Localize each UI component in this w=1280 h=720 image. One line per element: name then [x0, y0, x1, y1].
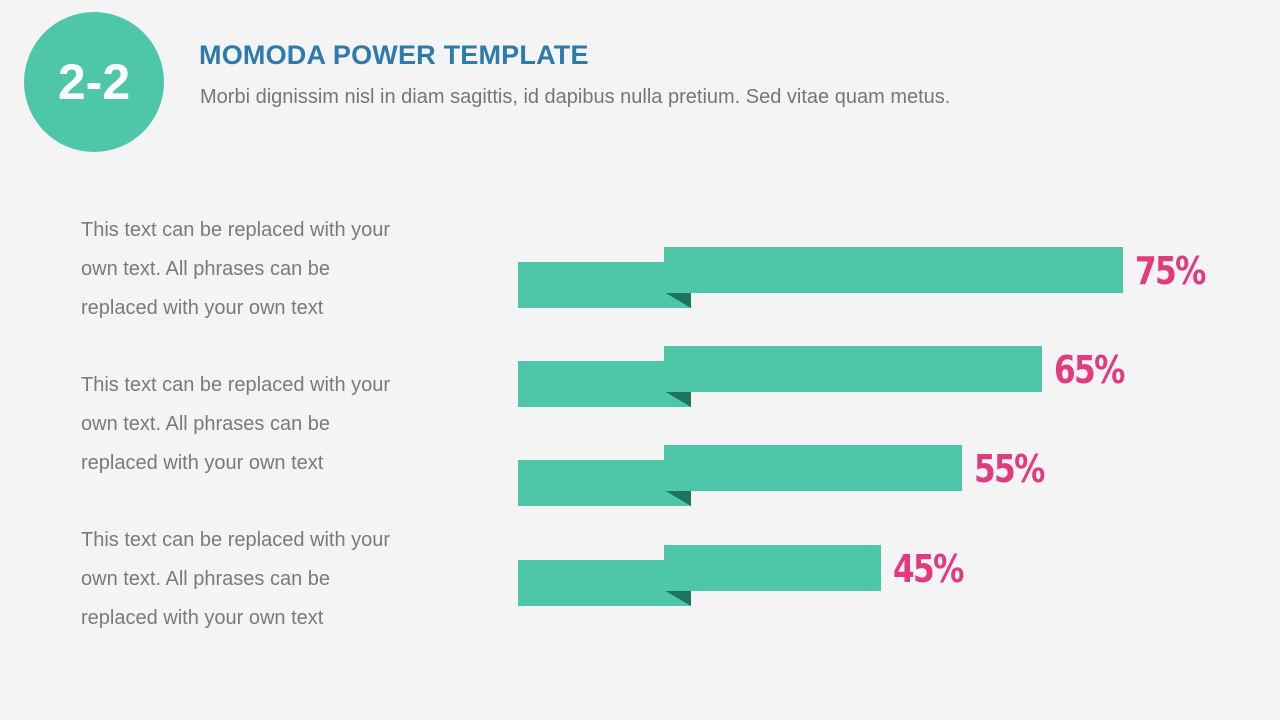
section-number-badge: 2-2	[24, 12, 164, 152]
ribbon-tail	[518, 560, 691, 606]
ribbon-tail	[518, 460, 691, 506]
progress-ribbon-bar	[664, 545, 881, 591]
progress-ribbon-bar	[664, 346, 1042, 392]
description-line: own text. All phrases can be	[81, 413, 331, 435]
ribbon-fold	[664, 490, 691, 506]
description-line: replaced with your own text	[81, 607, 324, 629]
progress-ribbon-row: 45%	[518, 545, 1258, 607]
description-line: replaced with your own text	[81, 297, 324, 319]
description-line: This text can be replaced with your	[81, 374, 391, 396]
percent-label: 55%	[974, 447, 1045, 491]
ribbon-fold	[664, 391, 691, 407]
progress-ribbon-row: 65%	[518, 346, 1258, 408]
progress-ribbon-bar	[664, 247, 1123, 293]
ribbon-tail	[518, 361, 691, 407]
ribbon-fold	[664, 590, 691, 606]
ribbon-fold	[664, 292, 691, 308]
description-block: This text can be replaced with your own …	[81, 211, 481, 328]
progress-ribbon-bar	[664, 445, 962, 491]
percent-label: 65%	[1054, 348, 1125, 392]
description-block: This text can be replaced with your own …	[81, 366, 481, 483]
progress-ribbon-row: 55%	[518, 445, 1258, 507]
description-line: own text. All phrases can be	[81, 258, 331, 280]
progress-ribbon-row: 75%	[518, 247, 1258, 309]
description-line: own text. All phrases can be	[81, 568, 331, 590]
page-subtitle: Morbi dignissim nisl in diam sagittis, i…	[200, 86, 951, 108]
percent-label: 45%	[893, 547, 964, 591]
description-line: replaced with your own text	[81, 452, 324, 474]
description-block: This text can be replaced with your own …	[81, 521, 481, 638]
page-title: MOMODA POWER TEMPLATE	[199, 40, 589, 70]
description-line: This text can be replaced with your	[81, 529, 391, 551]
description-line: This text can be replaced with your	[81, 219, 391, 241]
ribbon-tail	[518, 262, 691, 308]
percent-label: 75%	[1135, 249, 1206, 293]
